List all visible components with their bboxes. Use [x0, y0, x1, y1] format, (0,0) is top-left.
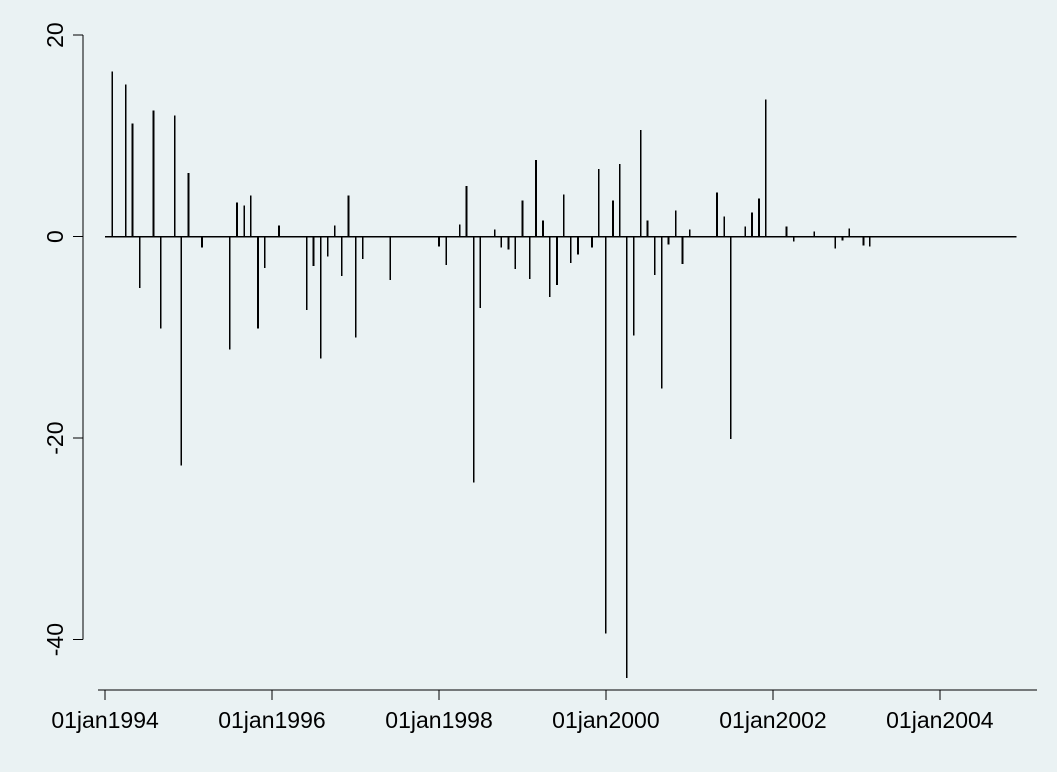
x-tick-label: 01jan1996	[218, 707, 325, 733]
y-axis: 20 0 -20 -40	[42, 22, 84, 656]
y-tick-label: -20	[42, 421, 68, 454]
x-tick-label: 01jan2004	[886, 707, 994, 733]
x-tick-label: 01jan2002	[719, 707, 826, 733]
spike-series	[105, 71, 1017, 678]
x-tick-label: 01jan2000	[552, 707, 659, 733]
x-tick-label: 01jan1994	[51, 707, 159, 733]
x-tick-label: 01jan1998	[385, 707, 492, 733]
x-axis: 01jan1994 01jan1996 01jan1998 01jan2000 01ja…	[51, 689, 1037, 733]
y-tick-label: 0	[42, 230, 68, 243]
y-tick-label: -40	[42, 623, 68, 656]
y-tick-label: 20	[42, 22, 68, 48]
